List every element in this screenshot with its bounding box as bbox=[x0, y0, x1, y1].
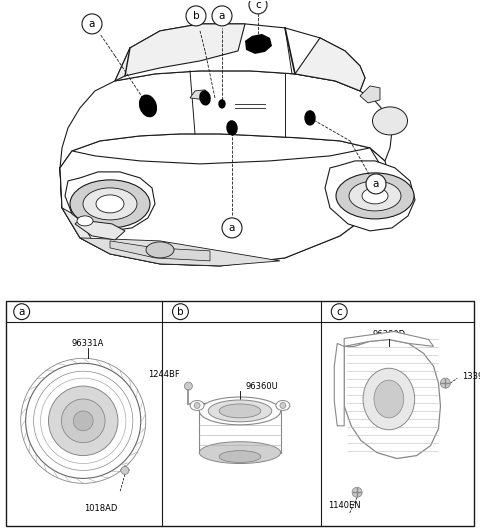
Ellipse shape bbox=[199, 441, 281, 464]
Circle shape bbox=[61, 399, 105, 443]
Polygon shape bbox=[62, 208, 95, 246]
Ellipse shape bbox=[190, 401, 204, 410]
Ellipse shape bbox=[305, 111, 315, 125]
Ellipse shape bbox=[372, 107, 408, 135]
Ellipse shape bbox=[96, 195, 124, 213]
Ellipse shape bbox=[349, 181, 401, 211]
Ellipse shape bbox=[227, 121, 237, 135]
Polygon shape bbox=[60, 134, 390, 266]
Circle shape bbox=[121, 466, 129, 474]
Ellipse shape bbox=[363, 368, 415, 430]
Ellipse shape bbox=[208, 400, 272, 422]
Text: a: a bbox=[19, 307, 25, 317]
Polygon shape bbox=[115, 24, 365, 91]
Polygon shape bbox=[245, 34, 272, 54]
Text: c: c bbox=[255, 0, 261, 10]
Circle shape bbox=[212, 6, 232, 26]
Ellipse shape bbox=[83, 188, 137, 220]
Polygon shape bbox=[325, 161, 415, 231]
Text: a: a bbox=[219, 11, 225, 21]
Circle shape bbox=[73, 411, 93, 431]
Text: 96331A: 96331A bbox=[72, 339, 104, 348]
Circle shape bbox=[366, 174, 386, 194]
Polygon shape bbox=[190, 90, 210, 100]
Text: 1018AD: 1018AD bbox=[84, 504, 118, 513]
Text: 1244BF: 1244BF bbox=[148, 370, 180, 379]
Text: a: a bbox=[89, 19, 95, 29]
Ellipse shape bbox=[336, 173, 414, 219]
Circle shape bbox=[25, 363, 141, 479]
Ellipse shape bbox=[200, 91, 210, 105]
Polygon shape bbox=[75, 220, 125, 240]
Circle shape bbox=[280, 402, 286, 409]
Circle shape bbox=[352, 487, 362, 497]
Ellipse shape bbox=[374, 380, 404, 418]
Text: 1140EN: 1140EN bbox=[328, 501, 360, 510]
Text: 1339CC: 1339CC bbox=[462, 372, 480, 381]
Ellipse shape bbox=[70, 180, 150, 228]
Polygon shape bbox=[295, 38, 365, 91]
Ellipse shape bbox=[140, 95, 156, 117]
Polygon shape bbox=[344, 332, 433, 347]
Polygon shape bbox=[199, 411, 281, 453]
Circle shape bbox=[222, 218, 242, 238]
Text: b: b bbox=[192, 11, 199, 21]
Polygon shape bbox=[360, 86, 380, 103]
Polygon shape bbox=[60, 71, 392, 208]
Circle shape bbox=[249, 0, 267, 14]
Ellipse shape bbox=[219, 450, 261, 463]
Circle shape bbox=[82, 14, 102, 34]
Circle shape bbox=[184, 382, 192, 390]
Polygon shape bbox=[344, 340, 441, 458]
Circle shape bbox=[14, 304, 30, 320]
Ellipse shape bbox=[219, 404, 261, 418]
Ellipse shape bbox=[199, 397, 281, 425]
Circle shape bbox=[331, 304, 347, 320]
Ellipse shape bbox=[146, 242, 174, 258]
Circle shape bbox=[172, 304, 188, 320]
Circle shape bbox=[441, 378, 450, 388]
Polygon shape bbox=[115, 24, 245, 81]
Text: 96380D: 96380D bbox=[372, 330, 406, 339]
Text: c: c bbox=[336, 307, 342, 317]
Ellipse shape bbox=[276, 401, 290, 410]
Circle shape bbox=[48, 386, 118, 456]
Text: a: a bbox=[373, 179, 379, 189]
Circle shape bbox=[186, 6, 206, 26]
Polygon shape bbox=[80, 238, 280, 266]
Circle shape bbox=[194, 402, 200, 409]
Ellipse shape bbox=[362, 188, 388, 204]
Polygon shape bbox=[60, 148, 390, 266]
Text: b: b bbox=[177, 307, 184, 317]
Polygon shape bbox=[110, 241, 210, 261]
Polygon shape bbox=[334, 343, 344, 426]
Ellipse shape bbox=[77, 216, 93, 226]
Text: 96360U: 96360U bbox=[245, 382, 278, 391]
Ellipse shape bbox=[219, 100, 225, 108]
Text: a: a bbox=[229, 223, 235, 233]
Polygon shape bbox=[65, 172, 155, 231]
